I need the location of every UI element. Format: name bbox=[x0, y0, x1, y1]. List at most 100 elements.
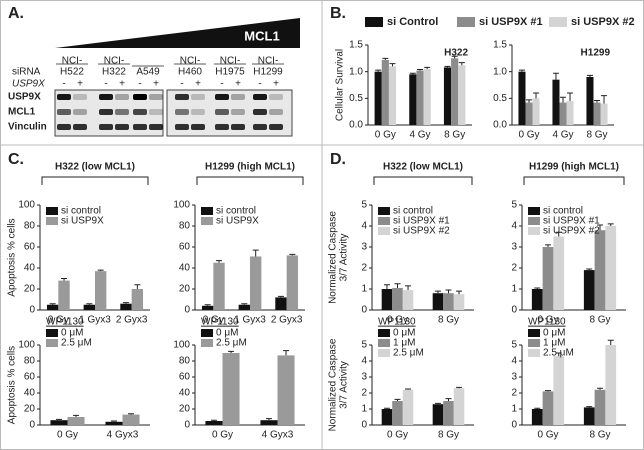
legend-swatch bbox=[378, 217, 390, 225]
legend-label: 0 μM bbox=[543, 328, 565, 339]
band bbox=[149, 124, 163, 130]
legend-swatch bbox=[201, 217, 213, 225]
error-bar bbox=[210, 419, 217, 421]
band bbox=[253, 109, 267, 115]
bar bbox=[451, 58, 459, 126]
error-bar bbox=[545, 244, 551, 247]
error-bar bbox=[228, 350, 235, 353]
band bbox=[253, 94, 267, 100]
wedge-label: MCL1 bbox=[244, 28, 279, 43]
y-tick-label: 2 bbox=[361, 263, 367, 274]
x-tick-label: 8 Gy bbox=[438, 430, 459, 441]
y-tick-label: 80 bbox=[24, 221, 36, 232]
cell-line: NCI- bbox=[258, 56, 279, 67]
bar bbox=[286, 255, 299, 310]
y-tick-label: 100 bbox=[173, 200, 190, 211]
x-tick-label: 0 Gy bbox=[57, 430, 78, 441]
error-bar bbox=[283, 350, 290, 356]
legend-label: 2.5 μM bbox=[216, 338, 247, 349]
band bbox=[231, 109, 245, 115]
legend-swatch bbox=[201, 339, 213, 347]
legend-label: si USP9X #2 bbox=[543, 226, 600, 237]
error-bar bbox=[533, 92, 540, 99]
chart-title: H1299 (high MCL1) bbox=[205, 162, 295, 173]
bar bbox=[122, 414, 140, 425]
band bbox=[99, 124, 113, 130]
y-tick-label: 40 bbox=[179, 388, 191, 399]
legend-title: WP1130 bbox=[378, 317, 416, 328]
error-bar bbox=[534, 407, 541, 409]
error-bar bbox=[424, 66, 431, 69]
cell-line: H460 bbox=[178, 67, 202, 78]
bar bbox=[105, 421, 123, 425]
error-bar bbox=[607, 339, 614, 345]
y-tick-label: 0 bbox=[361, 305, 367, 316]
bar bbox=[201, 305, 214, 310]
bar bbox=[443, 293, 454, 310]
legend-label: 1 μM bbox=[393, 338, 415, 349]
band bbox=[73, 124, 87, 130]
sign: - bbox=[258, 79, 261, 90]
bar bbox=[131, 289, 144, 310]
error-bar bbox=[289, 253, 296, 256]
sign: + bbox=[273, 79, 279, 90]
y-tick-label: 5 bbox=[361, 340, 367, 351]
error-bar bbox=[394, 283, 401, 288]
sign: - bbox=[104, 79, 107, 90]
bar bbox=[600, 103, 608, 125]
bar bbox=[531, 289, 543, 310]
band bbox=[231, 124, 245, 130]
legend-label: si control bbox=[61, 206, 101, 217]
legend-label: 2.5 μM bbox=[61, 338, 92, 349]
band bbox=[175, 94, 189, 100]
x-tick-label: 4 Gyx3 bbox=[262, 430, 294, 441]
y-axis-label: 3/7 Activity bbox=[339, 361, 350, 409]
y-tick-label: 0 bbox=[511, 420, 517, 431]
legend-label: si USP9X #1 bbox=[393, 216, 450, 227]
error-bar bbox=[534, 287, 541, 289]
cell-line: NCI- bbox=[220, 56, 241, 67]
band bbox=[215, 124, 229, 130]
error-bar bbox=[586, 268, 593, 271]
error-bar bbox=[434, 402, 441, 405]
y-tick-label: 20 bbox=[24, 404, 36, 415]
error-bar bbox=[445, 289, 452, 294]
error-bar bbox=[552, 72, 559, 80]
x-tick-label: 8 Gy bbox=[586, 130, 607, 141]
y-tick-label: 3 bbox=[361, 242, 367, 253]
cell-line: H1975 bbox=[215, 67, 245, 78]
panel-label: A. bbox=[8, 5, 24, 22]
error-bar bbox=[597, 387, 603, 390]
bar bbox=[518, 71, 526, 125]
y-tick-label: 5 bbox=[361, 200, 367, 211]
y-tick-label: 5 bbox=[511, 200, 517, 211]
legend-label: si USP9X #1 bbox=[543, 216, 600, 227]
y-tick-label: 0 bbox=[29, 420, 35, 431]
x-tick-label: 0 Gy bbox=[375, 130, 396, 141]
y-tick-label: 20 bbox=[179, 284, 191, 295]
legend-label: si control bbox=[393, 206, 433, 217]
error-bar bbox=[110, 420, 117, 422]
band bbox=[269, 94, 283, 100]
legend-label: si Control bbox=[387, 16, 438, 28]
error-bar bbox=[405, 285, 412, 291]
bar bbox=[542, 391, 554, 425]
legend-title: WP1130 bbox=[46, 317, 84, 328]
y-axis-label: Normalized Caspase bbox=[328, 211, 339, 304]
x-tick-label: 8 Gy bbox=[444, 130, 465, 141]
band-label: Vinculin bbox=[8, 122, 47, 133]
y-tick-label: 100 bbox=[18, 200, 35, 211]
bar bbox=[95, 271, 107, 310]
error-bar bbox=[49, 303, 56, 305]
x-tick-label: 1 Gyx3 bbox=[234, 315, 266, 326]
x-tick-label: 0 Gy bbox=[203, 315, 224, 326]
error-bar bbox=[405, 388, 412, 390]
x-tick-label: 4 Gy bbox=[552, 130, 573, 141]
band bbox=[57, 124, 71, 130]
y-tick-label: 0.0 bbox=[349, 120, 363, 131]
error-bar bbox=[451, 55, 458, 59]
legend-swatch bbox=[528, 217, 540, 225]
error-bar bbox=[383, 284, 390, 289]
bar bbox=[559, 102, 567, 125]
bar bbox=[381, 409, 393, 425]
